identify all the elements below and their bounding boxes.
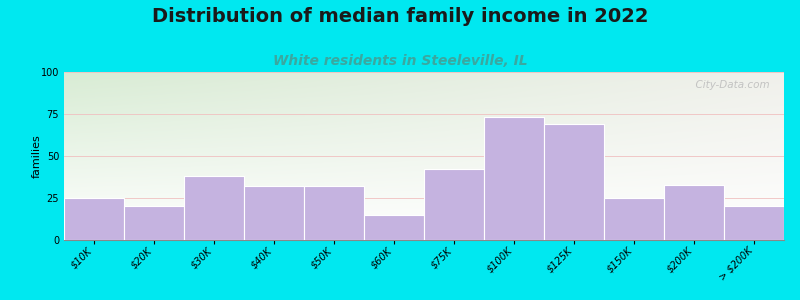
Bar: [604, 198, 664, 240]
Text: White residents in Steeleville, IL: White residents in Steeleville, IL: [273, 54, 527, 68]
Y-axis label: families: families: [31, 134, 42, 178]
Text: City-Data.com: City-Data.com: [689, 80, 770, 90]
Bar: [124, 206, 184, 240]
Bar: [664, 184, 724, 240]
Bar: [364, 215, 424, 240]
Bar: [244, 186, 304, 240]
Bar: [184, 176, 244, 240]
Bar: [544, 124, 604, 240]
Text: Distribution of median family income in 2022: Distribution of median family income in …: [152, 8, 648, 26]
Bar: [724, 206, 784, 240]
Bar: [64, 198, 124, 240]
Bar: [424, 169, 484, 240]
Bar: [304, 186, 364, 240]
Bar: [484, 117, 544, 240]
